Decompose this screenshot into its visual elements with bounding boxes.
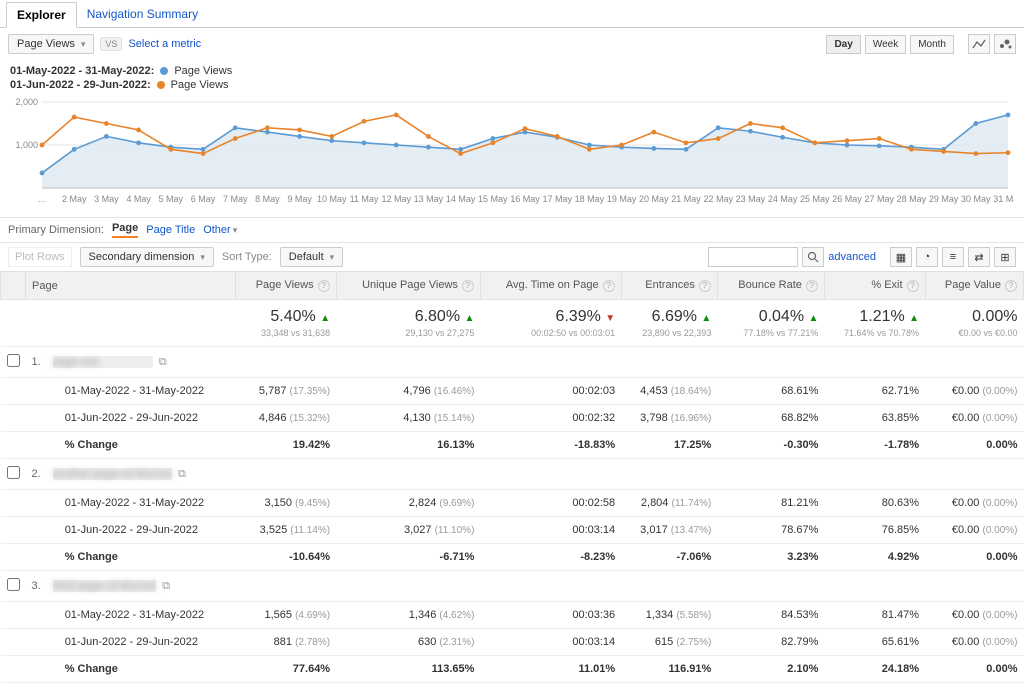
col-page-value[interactable]: Page Value: [925, 272, 1023, 300]
svg-text:20 May: 20 May: [639, 194, 669, 204]
chart-controls: Page Views VS Select a metric Day Week M…: [0, 28, 1024, 60]
svg-text:18 May: 18 May: [575, 194, 605, 204]
plot-rows-button: Plot Rows: [8, 247, 72, 267]
svg-text:2 May: 2 May: [62, 194, 87, 204]
svg-text:29 May: 29 May: [929, 194, 959, 204]
data-table: Page Page Views Unique Page Views Avg. T…: [0, 271, 1024, 683]
svg-text:3 May: 3 May: [94, 194, 119, 204]
svg-text:6 May: 6 May: [191, 194, 216, 204]
open-page-icon[interactable]: ⧉: [178, 468, 186, 480]
open-page-icon[interactable]: ⧉: [159, 356, 167, 368]
view-pivot-icon[interactable]: ⊞: [994, 247, 1016, 267]
primary-metric-select[interactable]: Page Views: [8, 34, 94, 54]
dim-page[interactable]: Page: [112, 222, 138, 238]
col-page[interactable]: Page: [26, 272, 236, 300]
legend-range-2: 01-Jun-2022 - 29-Jun-2022:: [10, 79, 151, 91]
report-tabs: Explorer Navigation Summary: [0, 0, 1024, 28]
search-icon[interactable]: [802, 247, 824, 267]
svg-text:5 May: 5 May: [159, 194, 184, 204]
view-comparison-icon[interactable]: ⇄: [968, 247, 990, 267]
col-unique-page-views[interactable]: Unique Page Views: [336, 272, 480, 300]
sort-type-label: Sort Type:: [222, 251, 272, 263]
svg-text:13 May: 13 May: [414, 194, 444, 204]
chart-type-line-icon[interactable]: [968, 34, 990, 54]
svg-text:31 May: 31 May: [993, 194, 1014, 204]
col-entrances[interactable]: Entrances: [621, 272, 717, 300]
granularity-day[interactable]: Day: [826, 35, 860, 54]
svg-text:11 May: 11 May: [350, 194, 379, 204]
chart-legend: 01-May-2022 - 31-May-2022: Page Views 01…: [0, 60, 1024, 96]
row-checkbox[interactable]: [7, 466, 20, 479]
view-table-icon[interactable]: ▦: [890, 247, 912, 267]
view-performance-icon[interactable]: ≡: [942, 247, 964, 267]
svg-text:10 May: 10 May: [317, 194, 347, 204]
primary-dimension-row: Primary Dimension: Page Page Title Other: [0, 217, 1024, 242]
svg-text:2,000: 2,000: [15, 97, 38, 107]
table-tools-row: Plot Rows Secondary dimension Sort Type:…: [0, 242, 1024, 271]
svg-text:23 May: 23 May: [736, 194, 766, 204]
col-exit[interactable]: % Exit: [824, 272, 925, 300]
legend-range-1: 01-May-2022 - 31-May-2022:: [10, 65, 154, 77]
row-checkbox[interactable]: [7, 578, 20, 591]
svg-text:30 May: 30 May: [961, 194, 991, 204]
col-bounce-rate[interactable]: Bounce Rate: [717, 272, 824, 300]
svg-text:24 May: 24 May: [768, 194, 798, 204]
svg-text:15 May: 15 May: [478, 194, 508, 204]
svg-text:19 May: 19 May: [607, 194, 637, 204]
vs-badge: VS: [100, 37, 122, 51]
tab-explorer[interactable]: Explorer: [6, 2, 77, 28]
svg-text:4 May: 4 May: [126, 194, 151, 204]
timeseries-chart: 1,000 2,000 … 2 May 3 May 4 May 5 May 6 May 7 Ma…: [10, 96, 1014, 206]
svg-text:12 May: 12 May: [381, 194, 411, 204]
svg-text:25 May: 25 May: [800, 194, 830, 204]
dim-page-title[interactable]: Page Title: [146, 224, 195, 236]
svg-text:26 May: 26 May: [832, 194, 862, 204]
svg-text:1,000: 1,000: [15, 140, 38, 150]
svg-text:7 May: 7 May: [223, 194, 248, 204]
legend-metric-1: Page Views: [174, 65, 232, 77]
svg-text:8 May: 8 May: [255, 194, 280, 204]
svg-text:22 May: 22 May: [703, 194, 733, 204]
sort-type-select[interactable]: Default: [280, 247, 343, 267]
col-avg-time[interactable]: Avg. Time on Page: [480, 272, 621, 300]
dim-label: Primary Dimension:: [8, 224, 104, 236]
svg-text:28 May: 28 May: [897, 194, 927, 204]
svg-text:16 May: 16 May: [510, 194, 540, 204]
advanced-search-link[interactable]: advanced: [828, 251, 876, 263]
view-percentage-icon[interactable]: ◔: [916, 247, 938, 267]
legend-dot-blue: [160, 67, 168, 75]
granularity-week[interactable]: Week: [865, 35, 906, 54]
secondary-dimension-select[interactable]: Secondary dimension: [80, 247, 214, 267]
svg-text:…: …: [38, 194, 47, 204]
svg-text:9 May: 9 May: [287, 194, 312, 204]
row-checkbox[interactable]: [7, 354, 20, 367]
table-search-input[interactable]: [708, 247, 798, 267]
svg-text:14 May: 14 May: [446, 194, 476, 204]
col-checkbox: [1, 272, 26, 300]
svg-text:21 May: 21 May: [671, 194, 701, 204]
add-metric-link[interactable]: Select a metric: [128, 38, 201, 50]
open-page-icon[interactable]: ⧉: [162, 580, 170, 592]
legend-metric-2: Page Views: [171, 79, 229, 91]
chart-type-motion-icon[interactable]: [994, 34, 1016, 54]
col-page-views[interactable]: Page Views: [236, 272, 336, 300]
svg-text:17 May: 17 May: [542, 194, 572, 204]
svg-text:27 May: 27 May: [864, 194, 894, 204]
legend-dot-orange: [157, 81, 165, 89]
tab-navigation-summary[interactable]: Navigation Summary: [77, 2, 208, 27]
granularity-month[interactable]: Month: [910, 35, 954, 54]
dim-other[interactable]: Other: [203, 224, 237, 236]
